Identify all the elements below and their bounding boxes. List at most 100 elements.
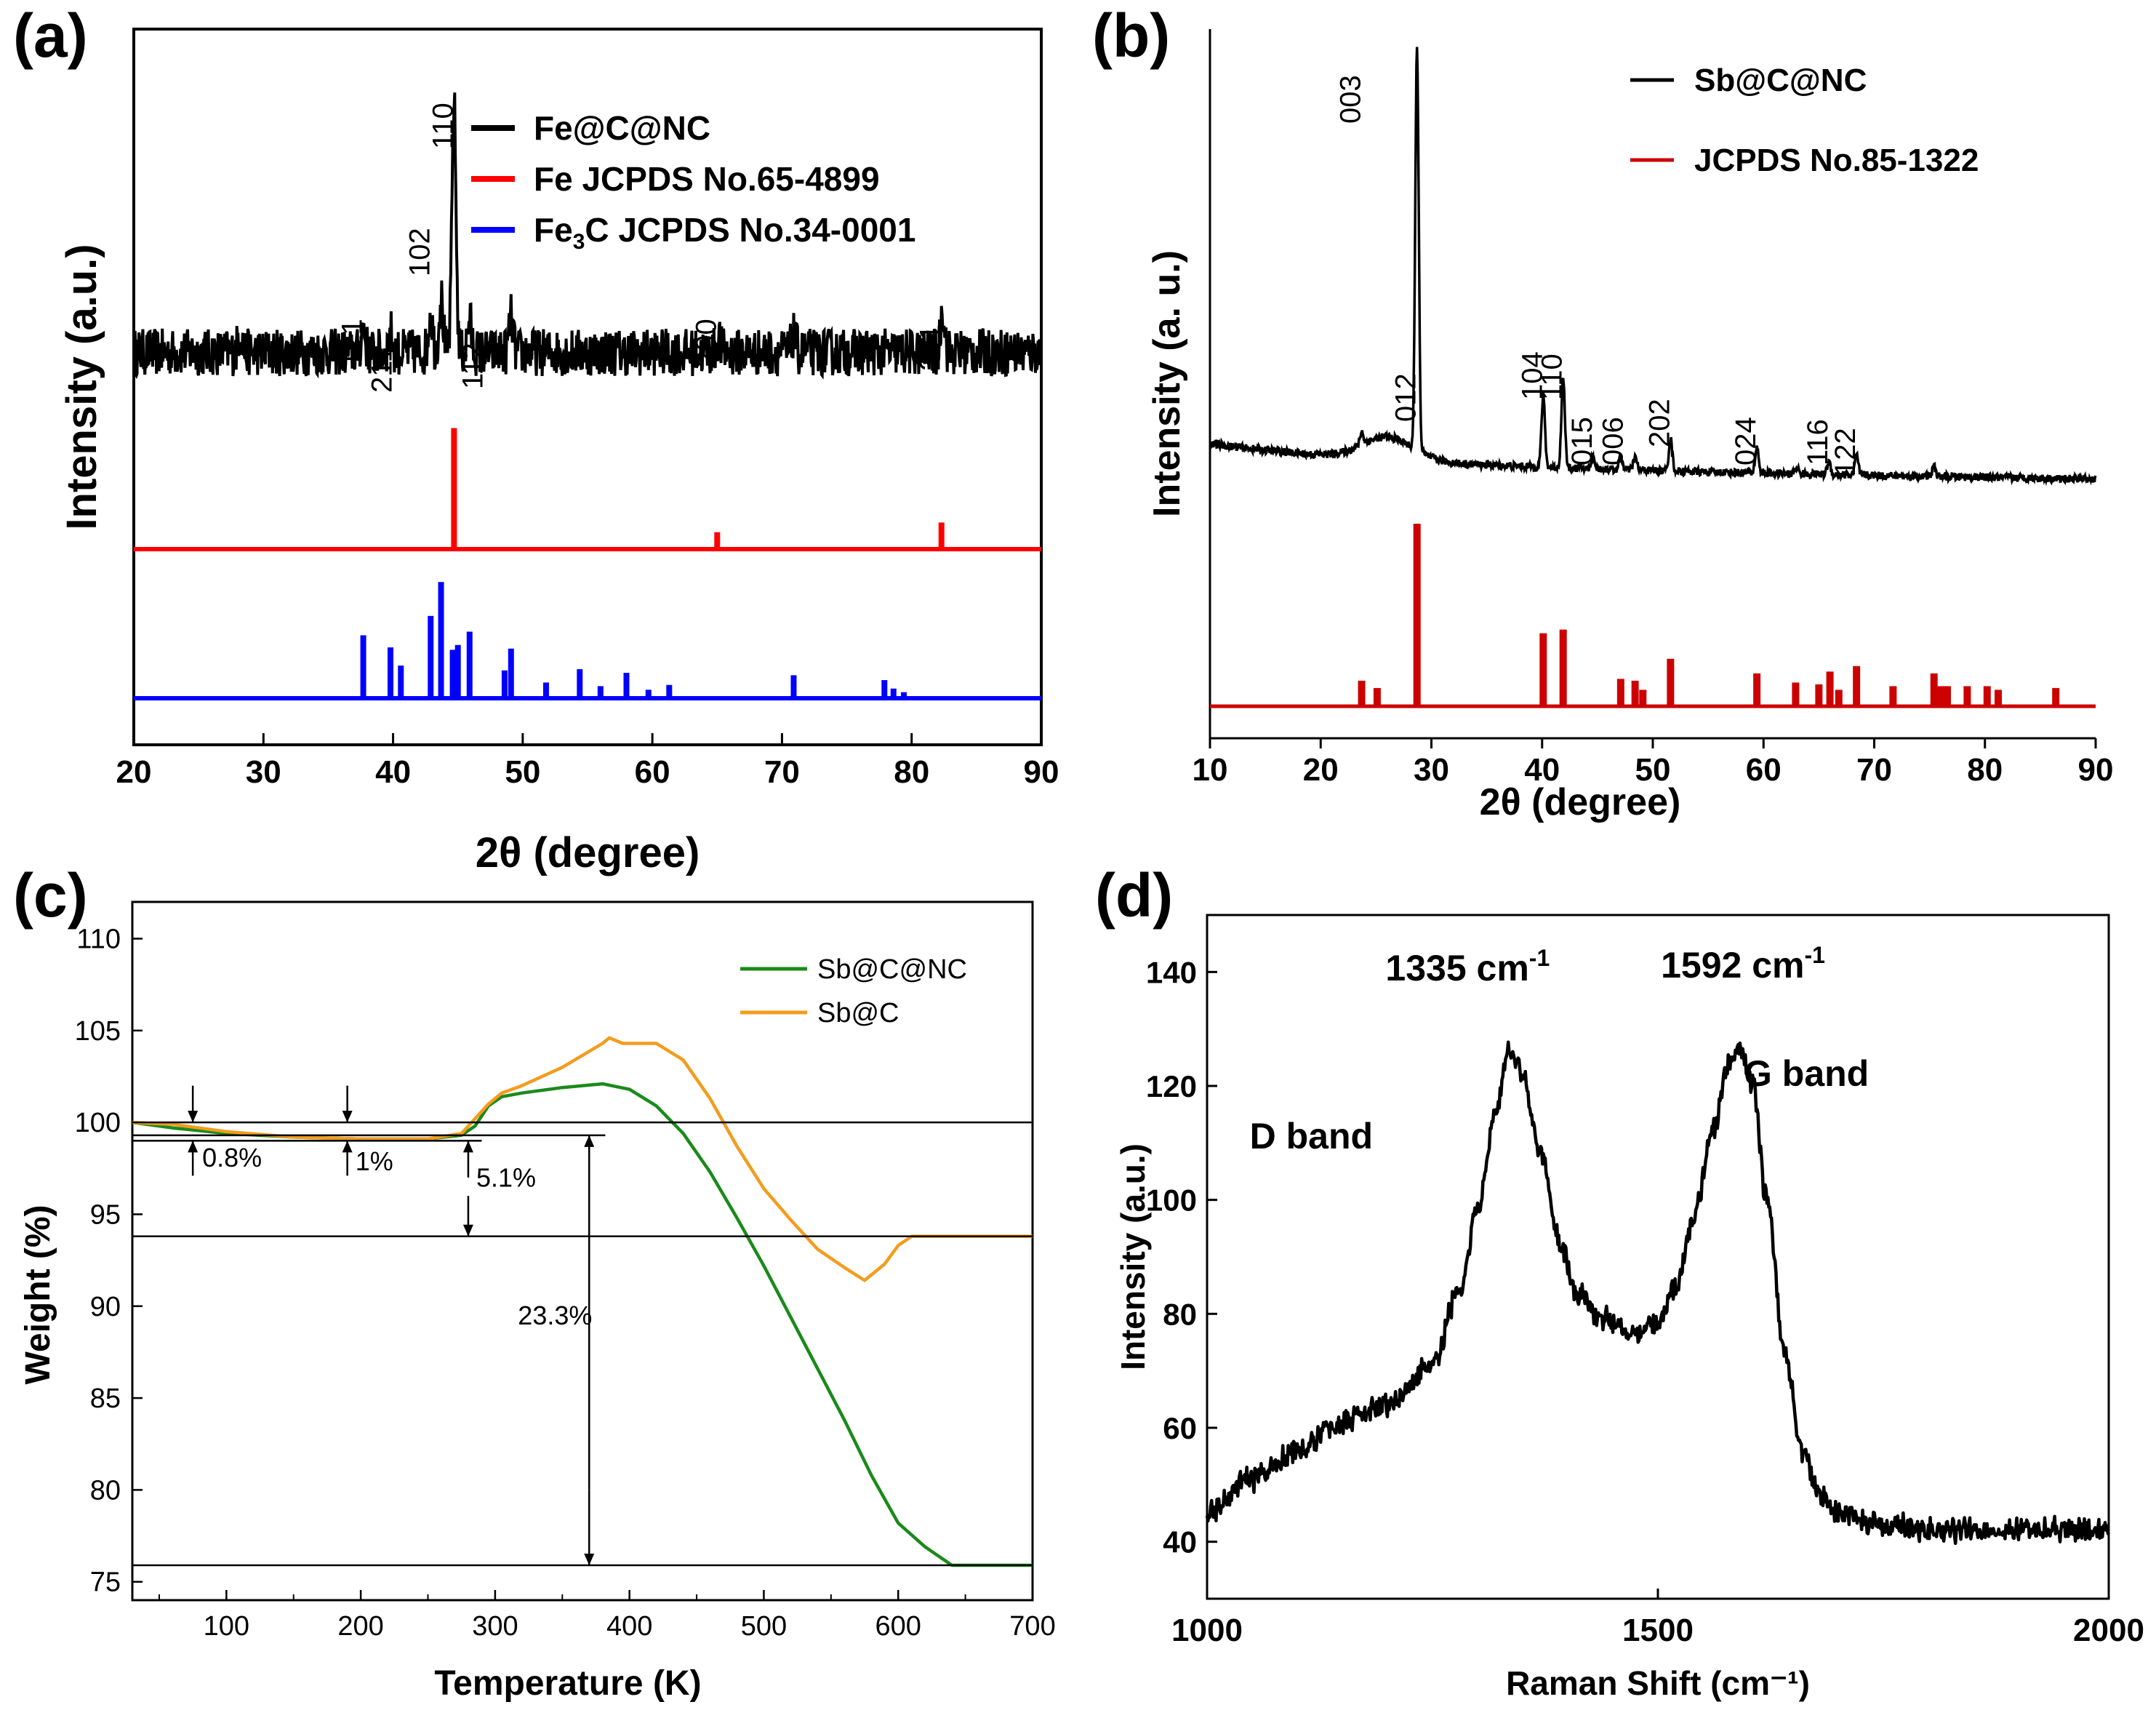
- x-tick-label: 1000: [1171, 1613, 1243, 1648]
- legend-label: Fe@C@NC: [534, 109, 710, 147]
- reference-peak-stick: [1963, 686, 1971, 706]
- reference-peak-stick: [1930, 673, 1938, 706]
- reference-peak-stick: [881, 680, 888, 698]
- tga-chart-c: (c) 100 200 300 400 500 600 700 75 80 85 90 95 100 10…: [13, 861, 1056, 1703]
- x-tick-label: 60: [635, 754, 670, 790]
- reference-peak-stick: [508, 648, 514, 698]
- y-tick-label: 120: [1146, 1069, 1197, 1103]
- reference-peak-stick: [1995, 690, 2003, 706]
- y-tick-label: 140: [1146, 955, 1197, 989]
- legend-label: Sb@C@NC: [1694, 63, 1867, 98]
- reference-peak-stick: [1792, 682, 1800, 706]
- y-axis-label: Intensity (a.u.): [58, 244, 105, 530]
- x-tick-label: 20: [1303, 752, 1339, 788]
- xrd-chart-a: (a) 20 30 40 50 60 70 80 90 2θ (degree) Intensity…: [13, 1, 1059, 876]
- y-tick-label: 40: [1163, 1525, 1197, 1559]
- x-tick-label: 70: [1856, 752, 1892, 788]
- reference-peak-stick: [428, 615, 434, 698]
- series-line-sb-c-nc: [1209, 47, 2097, 487]
- plot-frame: [132, 28, 1043, 746]
- reference-peak-stick: [1616, 679, 1624, 706]
- series-line-fe-c-nc: [132, 92, 1043, 380]
- peak-index-label: 202: [1643, 399, 1675, 447]
- reference-peak-stick: [938, 522, 945, 549]
- panel-c: (c) 100 200 300 400 500 600 700 75 80 85 90 95 100 10…: [0, 858, 1078, 1714]
- y-axis-label: Weight (%): [19, 1204, 57, 1384]
- x-tick-label: 200: [337, 1611, 383, 1642]
- plot-frame: [1206, 914, 2110, 1600]
- reference-peak-stick: [2052, 687, 2060, 706]
- legend-label: Sb@C@NC: [817, 954, 967, 985]
- peak-index-label: 015: [1566, 417, 1598, 466]
- reference-peak-stick: [1815, 684, 1823, 706]
- reference-peak-stick: [623, 673, 630, 698]
- arrow-head: [342, 1140, 353, 1153]
- x-tick-label: 300: [472, 1611, 518, 1642]
- reference-peak-stick: [1943, 686, 1951, 706]
- panel-a: (a) 20 30 40 50 60 70 80 90 2θ (degree) Intensity…: [0, 0, 1078, 880]
- reference-peak-stick: [577, 669, 583, 698]
- x-tick-label: 1500: [1622, 1613, 1694, 1648]
- peak-index-label: 211: [915, 324, 947, 371]
- arrow-head: [462, 1224, 473, 1236]
- legend-label: Fe3C JCPDS No.34-0001: [534, 211, 915, 254]
- peak-index-label: 200: [690, 319, 722, 367]
- reference-peak-stick: [1889, 686, 1897, 706]
- xrd-chart-b: (b) 10 20 30 40 50 60 70 80 90 2θ (degree) Intensi…: [1092, 1, 2113, 823]
- reference-peak-stick: [1753, 673, 1761, 706]
- x-tick-label: 30: [1414, 752, 1449, 788]
- reference-peak-stick: [1826, 671, 1834, 706]
- peak-index-label: 112: [457, 343, 489, 389]
- arrow-head: [342, 1111, 353, 1123]
- y-tick-label: 75: [90, 1567, 121, 1598]
- legend-label: Fe JCPDS No.65-4899: [534, 160, 880, 198]
- x-tick-label: 100: [204, 1611, 249, 1642]
- arrow-head: [462, 1140, 473, 1153]
- reference-peak-stick: [1936, 686, 1944, 706]
- peak-index-label: 122: [1830, 428, 1862, 476]
- x-tick-label: 700: [1009, 1611, 1055, 1642]
- reference-peak-stick: [1835, 690, 1843, 706]
- legend-label: Sb@C: [817, 998, 899, 1028]
- y-tick-label: 105: [75, 1016, 121, 1047]
- x-axis-label: Raman Shift (cm⁻¹): [1506, 1664, 1810, 1702]
- panel-label-a: (a): [13, 1, 88, 70]
- band-label: G band: [1744, 1053, 1869, 1094]
- reference-peak-stick: [597, 686, 604, 698]
- reference-peak-stick: [666, 684, 673, 698]
- y-axis-label: Intensity (a. u.): [1146, 250, 1188, 517]
- reference-peak-stick: [451, 428, 457, 549]
- panel-d: (d) 1000 1500 2000 40 60 80 100 120 140 Raman Shi…: [1078, 858, 2156, 1714]
- x-tick-label: 50: [1635, 752, 1671, 788]
- arrow-head: [584, 1135, 595, 1147]
- peak-index-label: 104: [1516, 351, 1548, 400]
- x-tick-label: 500: [741, 1611, 787, 1642]
- reference-peak-stick: [1631, 680, 1639, 706]
- x-tick-label: 40: [375, 754, 411, 790]
- peak-index-label: 211: [366, 346, 398, 393]
- peak-position-label: 1592 cm-1: [1661, 942, 1825, 986]
- raman-spectrum-line: [1205, 1040, 2110, 1546]
- reference-peak-stick: [1373, 687, 1381, 706]
- x-axis-label: 2θ (degree): [1480, 781, 1681, 823]
- x-tick-label: 80: [894, 754, 929, 790]
- reference-peak-stick: [1667, 658, 1675, 706]
- arrow-head: [584, 1554, 595, 1565]
- reference-peak-stick: [1539, 633, 1547, 706]
- reference-peak-stick: [1983, 686, 1991, 706]
- peak-position-label: 1335 cm-1: [1385, 945, 1550, 988]
- weight-loss-label: 23.3%: [518, 1301, 592, 1330]
- reference-peak-stick: [890, 688, 897, 698]
- reference-peak-stick: [501, 670, 508, 698]
- x-tick-label: 40: [1524, 752, 1560, 788]
- x-tick-label: 10: [1193, 752, 1228, 788]
- panel-label-c: (c): [13, 861, 88, 930]
- x-tick-label: 400: [606, 1611, 652, 1642]
- reference-peak-stick: [466, 631, 473, 698]
- y-tick-label: 95: [90, 1199, 121, 1230]
- y-tick-label: 100: [75, 1108, 121, 1138]
- x-tick-label: 90: [1024, 754, 1059, 790]
- reference-peak-stick: [542, 682, 549, 698]
- peak-index-label: 003: [1335, 75, 1367, 124]
- legend-label: JCPDS No.85-1322: [1694, 143, 1979, 178]
